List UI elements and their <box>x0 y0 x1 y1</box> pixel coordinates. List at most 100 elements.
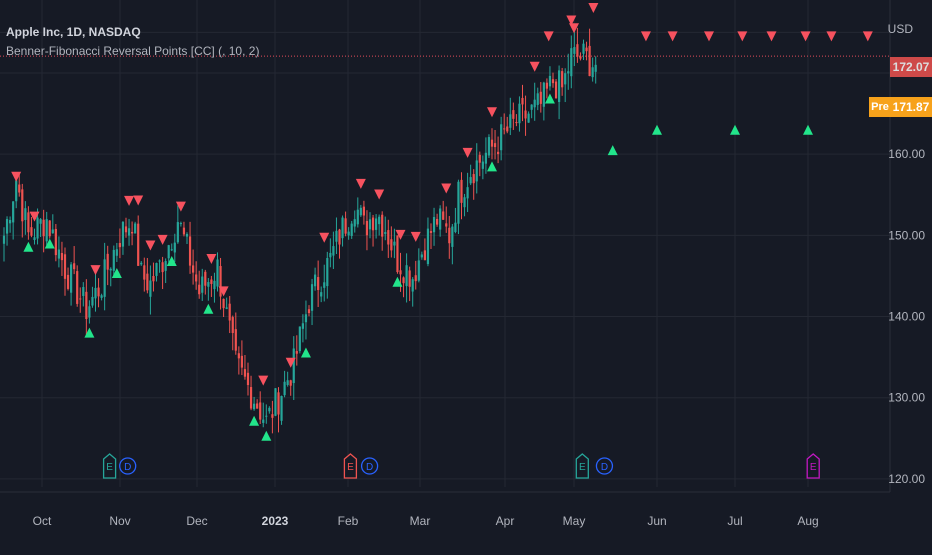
candle-body <box>143 265 146 280</box>
candle-body <box>277 392 280 415</box>
candle-body <box>359 207 362 216</box>
candle-body <box>551 79 555 84</box>
dividend-event-marker[interactable]: D <box>595 457 614 475</box>
down-reversal-signal <box>29 211 40 222</box>
down-reversal-signal <box>566 15 577 26</box>
candle-body <box>518 103 521 124</box>
candle-body <box>127 228 131 236</box>
candle-body <box>112 249 115 271</box>
x-tick-label: 2023 <box>262 514 289 528</box>
indicator-label[interactable]: Benner-Fibonacci Reversal Points [CC] (,… <box>6 44 260 58</box>
x-tick-label: Aug <box>797 514 818 528</box>
candle-body <box>60 253 64 261</box>
candle-body <box>301 323 304 329</box>
down-reversal-signal <box>218 286 229 297</box>
candle-body <box>329 252 332 258</box>
candle-body <box>45 219 48 242</box>
candle-body <box>289 380 292 386</box>
candle-body <box>164 260 167 271</box>
up-reversal-signal <box>249 415 260 426</box>
candle-body <box>509 114 512 128</box>
earnings-event-marker[interactable]: E <box>343 453 358 479</box>
candle-body <box>341 217 344 239</box>
up-reversal-signal <box>261 430 272 441</box>
candle-body <box>124 226 128 233</box>
candle-body <box>591 67 594 78</box>
candle-body <box>231 317 234 334</box>
up-reversal-signal <box>44 238 55 249</box>
down-reversal-signal <box>737 31 748 42</box>
candle-body <box>298 326 301 352</box>
earnings-event-marker[interactable]: E <box>102 453 117 479</box>
down-reversal-signal <box>175 201 186 212</box>
down-reversal-signal <box>11 171 22 182</box>
x-tick-label: Dec <box>186 514 207 528</box>
candle-body <box>347 231 350 236</box>
candle-body <box>185 234 189 237</box>
candle-body <box>375 218 378 230</box>
candle-body <box>436 218 439 225</box>
candle-body <box>9 220 12 224</box>
candle-body <box>478 154 481 163</box>
candle-body <box>484 152 487 164</box>
candle-body <box>176 222 179 243</box>
candle-body <box>335 230 338 242</box>
down-reversal-signal <box>319 232 330 243</box>
earnings-event-marker[interactable]: E <box>575 453 589 479</box>
candle-body <box>12 201 15 223</box>
dividend-event-marker[interactable]: D <box>360 457 379 475</box>
candle-body <box>2 235 6 244</box>
earnings-icon <box>102 453 117 479</box>
candle-body <box>512 110 515 119</box>
candle-body <box>155 263 158 276</box>
up-reversal-signal <box>652 124 662 135</box>
up-reversal-signal <box>23 241 34 252</box>
pre-market-price-badge: 171.87 <box>890 97 932 117</box>
candle-body <box>207 282 210 287</box>
down-reversal-signal <box>462 147 473 158</box>
candle-body <box>94 287 97 299</box>
candle-body <box>201 276 204 293</box>
candle-body <box>192 265 195 273</box>
event-label: E <box>810 462 817 473</box>
candle-body <box>42 219 45 237</box>
y-tick-label: 120.00 <box>888 472 925 486</box>
earnings-icon <box>806 453 820 479</box>
event-label: E <box>579 462 586 473</box>
candle-body <box>323 282 326 288</box>
candle-body <box>109 268 112 271</box>
dividend-event-marker[interactable]: D <box>119 457 137 475</box>
symbol-title[interactable]: Apple Inc, 1D, NASDAQ <box>6 25 141 39</box>
pre-market-tag: Pre <box>869 97 891 117</box>
down-reversal-signal <box>487 107 497 118</box>
down-reversal-signal <box>145 240 156 251</box>
up-reversal-signal <box>487 161 497 172</box>
candle-body <box>350 223 353 236</box>
down-reversal-signal <box>395 229 406 240</box>
event-label: D <box>366 462 373 473</box>
candle-body <box>399 270 402 275</box>
down-reversal-signal <box>862 31 873 42</box>
candle-body <box>274 388 277 416</box>
candle-body <box>411 279 414 292</box>
candle-body <box>497 151 500 155</box>
dividend-icon <box>595 457 614 475</box>
candle-body <box>115 249 118 256</box>
candle-body <box>542 82 545 107</box>
candle-body <box>493 143 497 148</box>
earnings-event-marker[interactable]: E <box>806 453 820 479</box>
candle-body <box>286 380 289 385</box>
candle-body <box>91 296 94 306</box>
candle-body <box>317 277 320 291</box>
candle-body <box>521 97 524 105</box>
candle-body <box>149 280 152 297</box>
up-reversal-signal <box>607 145 618 156</box>
down-reversal-signal <box>157 234 168 245</box>
candle-body <box>332 246 335 256</box>
candle-body <box>54 228 57 256</box>
candle-body <box>100 295 103 298</box>
y-tick-label: 150.00 <box>888 228 925 242</box>
candle-body <box>582 43 585 54</box>
